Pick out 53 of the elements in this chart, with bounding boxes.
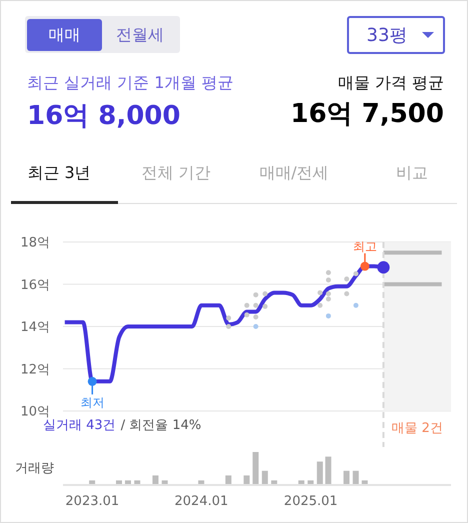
y-tick-label: 14억: [20, 320, 50, 336]
text: 매매/전세: [259, 162, 329, 184]
text: 비교: [396, 162, 428, 184]
point: [253, 324, 258, 329]
bar: [316, 462, 323, 485]
text: 16억 8,000: [27, 101, 180, 131]
bar: [352, 470, 359, 485]
y-tick-label: 10억: [20, 404, 50, 420]
annotation: 최저: [80, 395, 104, 410]
y-tick-label: 18억: [20, 236, 50, 251]
segmented-control: 매매 전월세: [25, 16, 180, 53]
point: [253, 302, 258, 308]
band-label: 매물 2건: [391, 421, 443, 436]
point: [344, 291, 350, 296]
selected-segment: 매매: [27, 19, 102, 51]
x-tick-label: 2024.01: [174, 494, 228, 510]
point: [318, 302, 323, 308]
point: [326, 270, 331, 276]
point: [326, 313, 331, 318]
dropdown-field: 33평: [347, 16, 445, 54]
y-axis-title: 거래량: [15, 461, 54, 476]
point: [353, 271, 358, 276]
point: [253, 314, 258, 320]
y-tick-label: 12억: [20, 362, 50, 378]
annotation: 최고: [352, 239, 377, 254]
x-tick-label: 2023.01: [65, 494, 120, 510]
point: [377, 261, 390, 274]
point: [244, 302, 250, 308]
text: 16억 7,500: [290, 99, 444, 129]
bar: [325, 456, 332, 485]
bar: [262, 470, 268, 485]
point: [262, 304, 268, 309]
text: / 회전율 14%: [120, 418, 202, 434]
point: [344, 276, 350, 282]
text: 최근 실거래 기준 1개월 평균: [27, 73, 234, 92]
point: [318, 290, 323, 296]
x-tick-label: 2025.01: [284, 494, 338, 510]
y-tick-label: 16억: [20, 278, 50, 293]
point: [262, 291, 268, 296]
bar: [343, 470, 350, 485]
text: 최근 3년: [27, 162, 91, 184]
point: [353, 302, 358, 308]
point: [326, 296, 331, 302]
text: 전체 기간: [141, 162, 211, 184]
bar: [252, 452, 259, 485]
point: [226, 324, 232, 329]
point: [244, 312, 250, 318]
text: 실거래 43건: [43, 418, 116, 434]
point: [326, 291, 331, 296]
point: [226, 316, 232, 321]
point: [326, 278, 331, 283]
point: [253, 292, 258, 298]
text: 매물 가격 평균: [338, 73, 444, 92]
